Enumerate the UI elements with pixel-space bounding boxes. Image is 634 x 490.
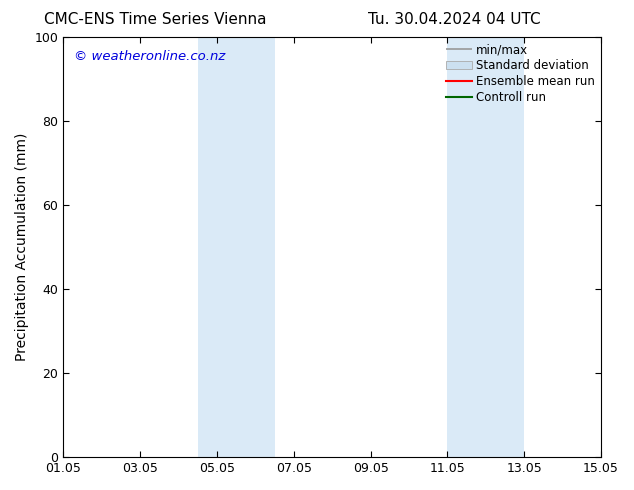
Text: CMC-ENS Time Series Vienna: CMC-ENS Time Series Vienna	[44, 12, 266, 27]
Legend: min/max, Standard deviation, Ensemble mean run, Controll run: min/max, Standard deviation, Ensemble me…	[443, 41, 597, 106]
Text: Tu. 30.04.2024 04 UTC: Tu. 30.04.2024 04 UTC	[368, 12, 540, 27]
Bar	[448, 37, 524, 457]
Y-axis label: Precipitation Accumulation (mm): Precipitation Accumulation (mm)	[15, 133, 29, 361]
Bar	[198, 37, 275, 457]
Text: © weatheronline.co.nz: © weatheronline.co.nz	[74, 50, 226, 63]
